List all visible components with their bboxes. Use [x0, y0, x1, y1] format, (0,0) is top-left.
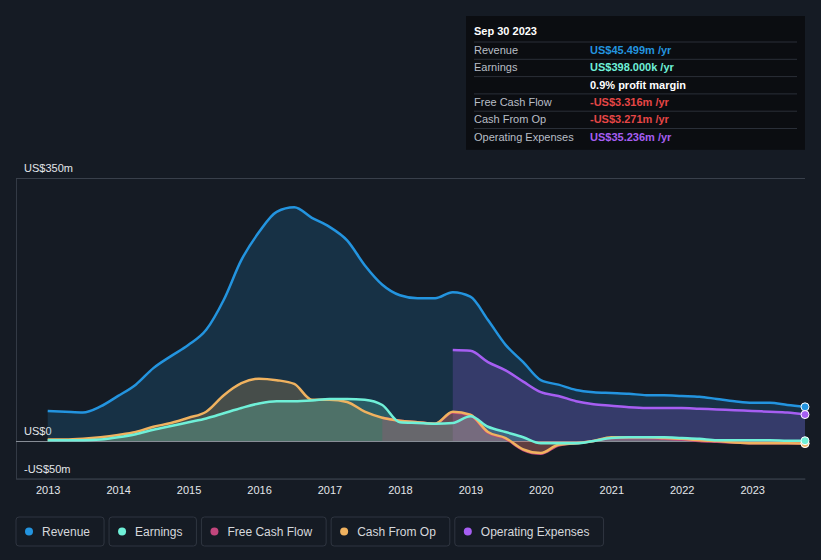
- y-tick: US$350m: [16, 162, 805, 178]
- x-tick-label: 2018: [388, 484, 412, 496]
- tooltip-value: 0.9% profit margin: [590, 79, 686, 91]
- series-area: [382, 412, 805, 453]
- legend-box[interactable]: [109, 517, 196, 546]
- tooltip-separator: [474, 42, 797, 43]
- x-tick-label: 2019: [459, 484, 483, 496]
- x-tick: 2023: [740, 479, 764, 497]
- plot-area: [48, 207, 805, 453]
- y-tick: -US$50m: [16, 463, 805, 479]
- tooltip-value: US$35.236m /yr: [590, 131, 672, 143]
- x-tick: 2018: [388, 479, 412, 497]
- series-area: [453, 350, 805, 441]
- x-tick-label: 2015: [177, 484, 201, 496]
- grid-line: [16, 441, 805, 442]
- tooltip-label: Earnings: [474, 61, 518, 73]
- series-area: [48, 207, 805, 441]
- chart: US$350mUS$0-US$50m2013201420152016201720…: [0, 0, 821, 560]
- legend-box[interactable]: [455, 517, 604, 546]
- series-line: [453, 350, 805, 414]
- legend-label: Earnings: [135, 525, 182, 539]
- legend-swatch: [464, 528, 472, 536]
- end-marker: [801, 411, 809, 419]
- x-tick-label: 2023: [740, 484, 764, 496]
- legend-swatch: [340, 528, 348, 536]
- legend-box[interactable]: [201, 517, 326, 546]
- tooltip-label: Revenue: [474, 44, 518, 56]
- tooltip-box: [466, 16, 805, 150]
- legend-swatch: [118, 528, 126, 536]
- x-tick: 2014: [106, 479, 130, 497]
- tooltip-separator: [474, 128, 797, 129]
- legend: Revenue Earnings Free Cash Flow Cash From O…: [16, 517, 604, 546]
- x-tick-label: 2016: [247, 484, 271, 496]
- tooltip-separator: [474, 59, 797, 60]
- x-tick-label: 2022: [670, 484, 694, 496]
- legend-swatch: [210, 528, 218, 536]
- tooltip-separator: [474, 76, 797, 77]
- series-line: [48, 207, 805, 412]
- x-tick-label: 2020: [529, 484, 553, 496]
- x-tick: 2017: [318, 479, 342, 497]
- tooltip-value: -US$3.271m /yr: [590, 113, 670, 125]
- tooltip-label: Cash From Op: [474, 113, 546, 125]
- grid-line: [16, 178, 805, 179]
- legend-label: Free Cash Flow: [227, 525, 312, 539]
- x-tick-label: 2021: [600, 484, 624, 496]
- x-tick: 2016: [247, 479, 271, 497]
- series-area: [48, 379, 805, 453]
- tooltip-label: Operating Expenses: [474, 131, 574, 143]
- legend-item[interactable]: Cash From Op: [331, 517, 450, 546]
- x-tick: 2015: [177, 479, 201, 497]
- x-tick: 2013: [36, 479, 60, 497]
- tooltip-title: Sep 30 2023: [474, 25, 537, 37]
- y-tick-label: US$0: [24, 425, 52, 437]
- end-markers: [801, 403, 809, 448]
- x-axis-line: [17, 479, 806, 480]
- tooltip-label: Free Cash Flow: [474, 96, 552, 108]
- x-tick-label: 2013: [36, 484, 60, 496]
- tooltip-separator: [474, 111, 797, 112]
- legend-item[interactable]: Revenue: [16, 517, 104, 546]
- grid-line: [16, 479, 805, 480]
- legend-box[interactable]: [16, 517, 104, 546]
- tooltip-separator: [474, 93, 797, 94]
- x-tick: 2021: [600, 479, 624, 497]
- tooltip: Sep 30 2023 Revenue US$45.499m /yr Earnings…: [466, 16, 805, 150]
- x-tick-label: 2014: [106, 484, 130, 496]
- series-line: [48, 399, 805, 443]
- legend-swatch: [25, 528, 33, 536]
- legend-item[interactable]: Earnings: [109, 517, 196, 546]
- x-axis: 2013 2014 2015 2016 2017 2018 2019 2020 2021 2022…: [17, 479, 806, 497]
- series-line: [382, 412, 805, 453]
- y-axis: US$350m US$0 -US$50m: [16, 162, 805, 479]
- x-tick: 2020: [529, 479, 553, 497]
- x-tick: 2022: [670, 479, 694, 497]
- legend-box[interactable]: [331, 517, 450, 546]
- tooltip-value: US$398.000k /yr: [590, 61, 675, 73]
- x-tick: 2019: [459, 479, 483, 497]
- y-axis-line: [16, 179, 17, 480]
- legend-label: Cash From Op: [357, 525, 436, 539]
- end-marker: [801, 437, 809, 445]
- series-line: [48, 379, 805, 453]
- legend-item[interactable]: Free Cash Flow: [201, 517, 326, 546]
- legend-label: Operating Expenses: [481, 525, 590, 539]
- end-marker: [801, 403, 809, 411]
- x-tick-label: 2017: [318, 484, 342, 496]
- legend-item[interactable]: Operating Expenses: [455, 517, 604, 546]
- y-tick-label: -US$50m: [24, 463, 70, 475]
- legend-label: Revenue: [42, 525, 90, 539]
- y-tick-label: US$350m: [24, 162, 73, 174]
- tooltip-value: US$45.499m /yr: [590, 44, 672, 56]
- tooltip-value: -US$3.316m /yr: [590, 96, 670, 108]
